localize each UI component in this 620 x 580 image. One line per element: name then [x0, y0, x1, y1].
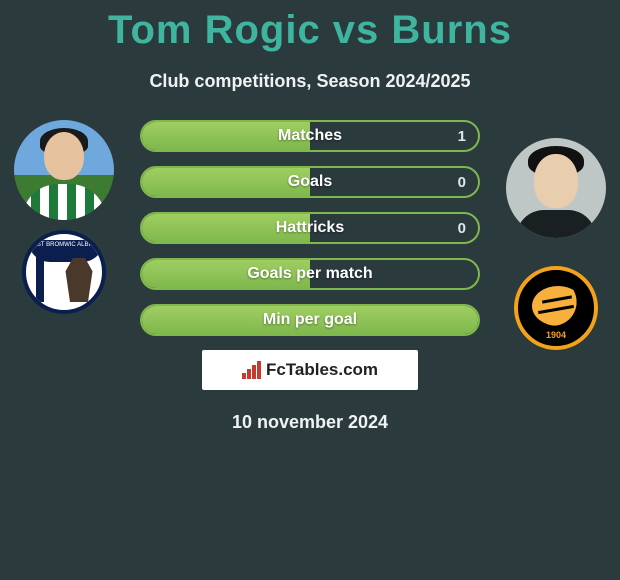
stat-label: Matches: [278, 127, 342, 145]
stat-label: Hattricks: [276, 219, 344, 237]
club-right-badge: 1904: [514, 266, 598, 350]
stat-row: Goals per match: [140, 258, 480, 290]
club-left-badge: EST BROMWIC ALBION: [22, 230, 106, 314]
player-left-avatar: [14, 120, 114, 220]
stats-list: Matches 1 Goals 0 Hattricks 0 Goals per match M…: [140, 120, 480, 336]
date-text: 10 november 2024: [0, 412, 620, 433]
stat-fill-left: [142, 168, 310, 196]
page-title: Tom Rogic vs Burns: [0, 0, 620, 53]
stat-label: Goals per match: [247, 265, 372, 283]
stat-row: Goals 0: [140, 166, 480, 198]
subtitle: Club competitions, Season 2024/2025: [0, 71, 620, 92]
stat-value-right: 0: [458, 174, 466, 191]
stat-row: Hattricks 0: [140, 212, 480, 244]
comparison-arena: EST BROMWIC ALBION 1904 Matches1Goals0Ha…: [0, 120, 620, 433]
left-column: EST BROMWIC ALBION: [0, 120, 120, 314]
right-column: 1904: [500, 120, 620, 350]
stat-label: Min per goal: [263, 311, 357, 329]
player-right-avatar: [506, 138, 606, 238]
stat-value-right: 0: [458, 220, 466, 237]
hull-year: 1904: [518, 330, 594, 340]
brand-text: FcTables.com: [266, 360, 378, 380]
stat-label: Goals: [288, 173, 332, 191]
stat-row: Matches 1: [140, 120, 480, 152]
stat-value-right: 1: [458, 128, 466, 145]
brand-bars-icon: [242, 361, 262, 379]
stat-row: Min per goal: [140, 304, 480, 336]
brand-box: FcTables.com: [202, 350, 418, 390]
